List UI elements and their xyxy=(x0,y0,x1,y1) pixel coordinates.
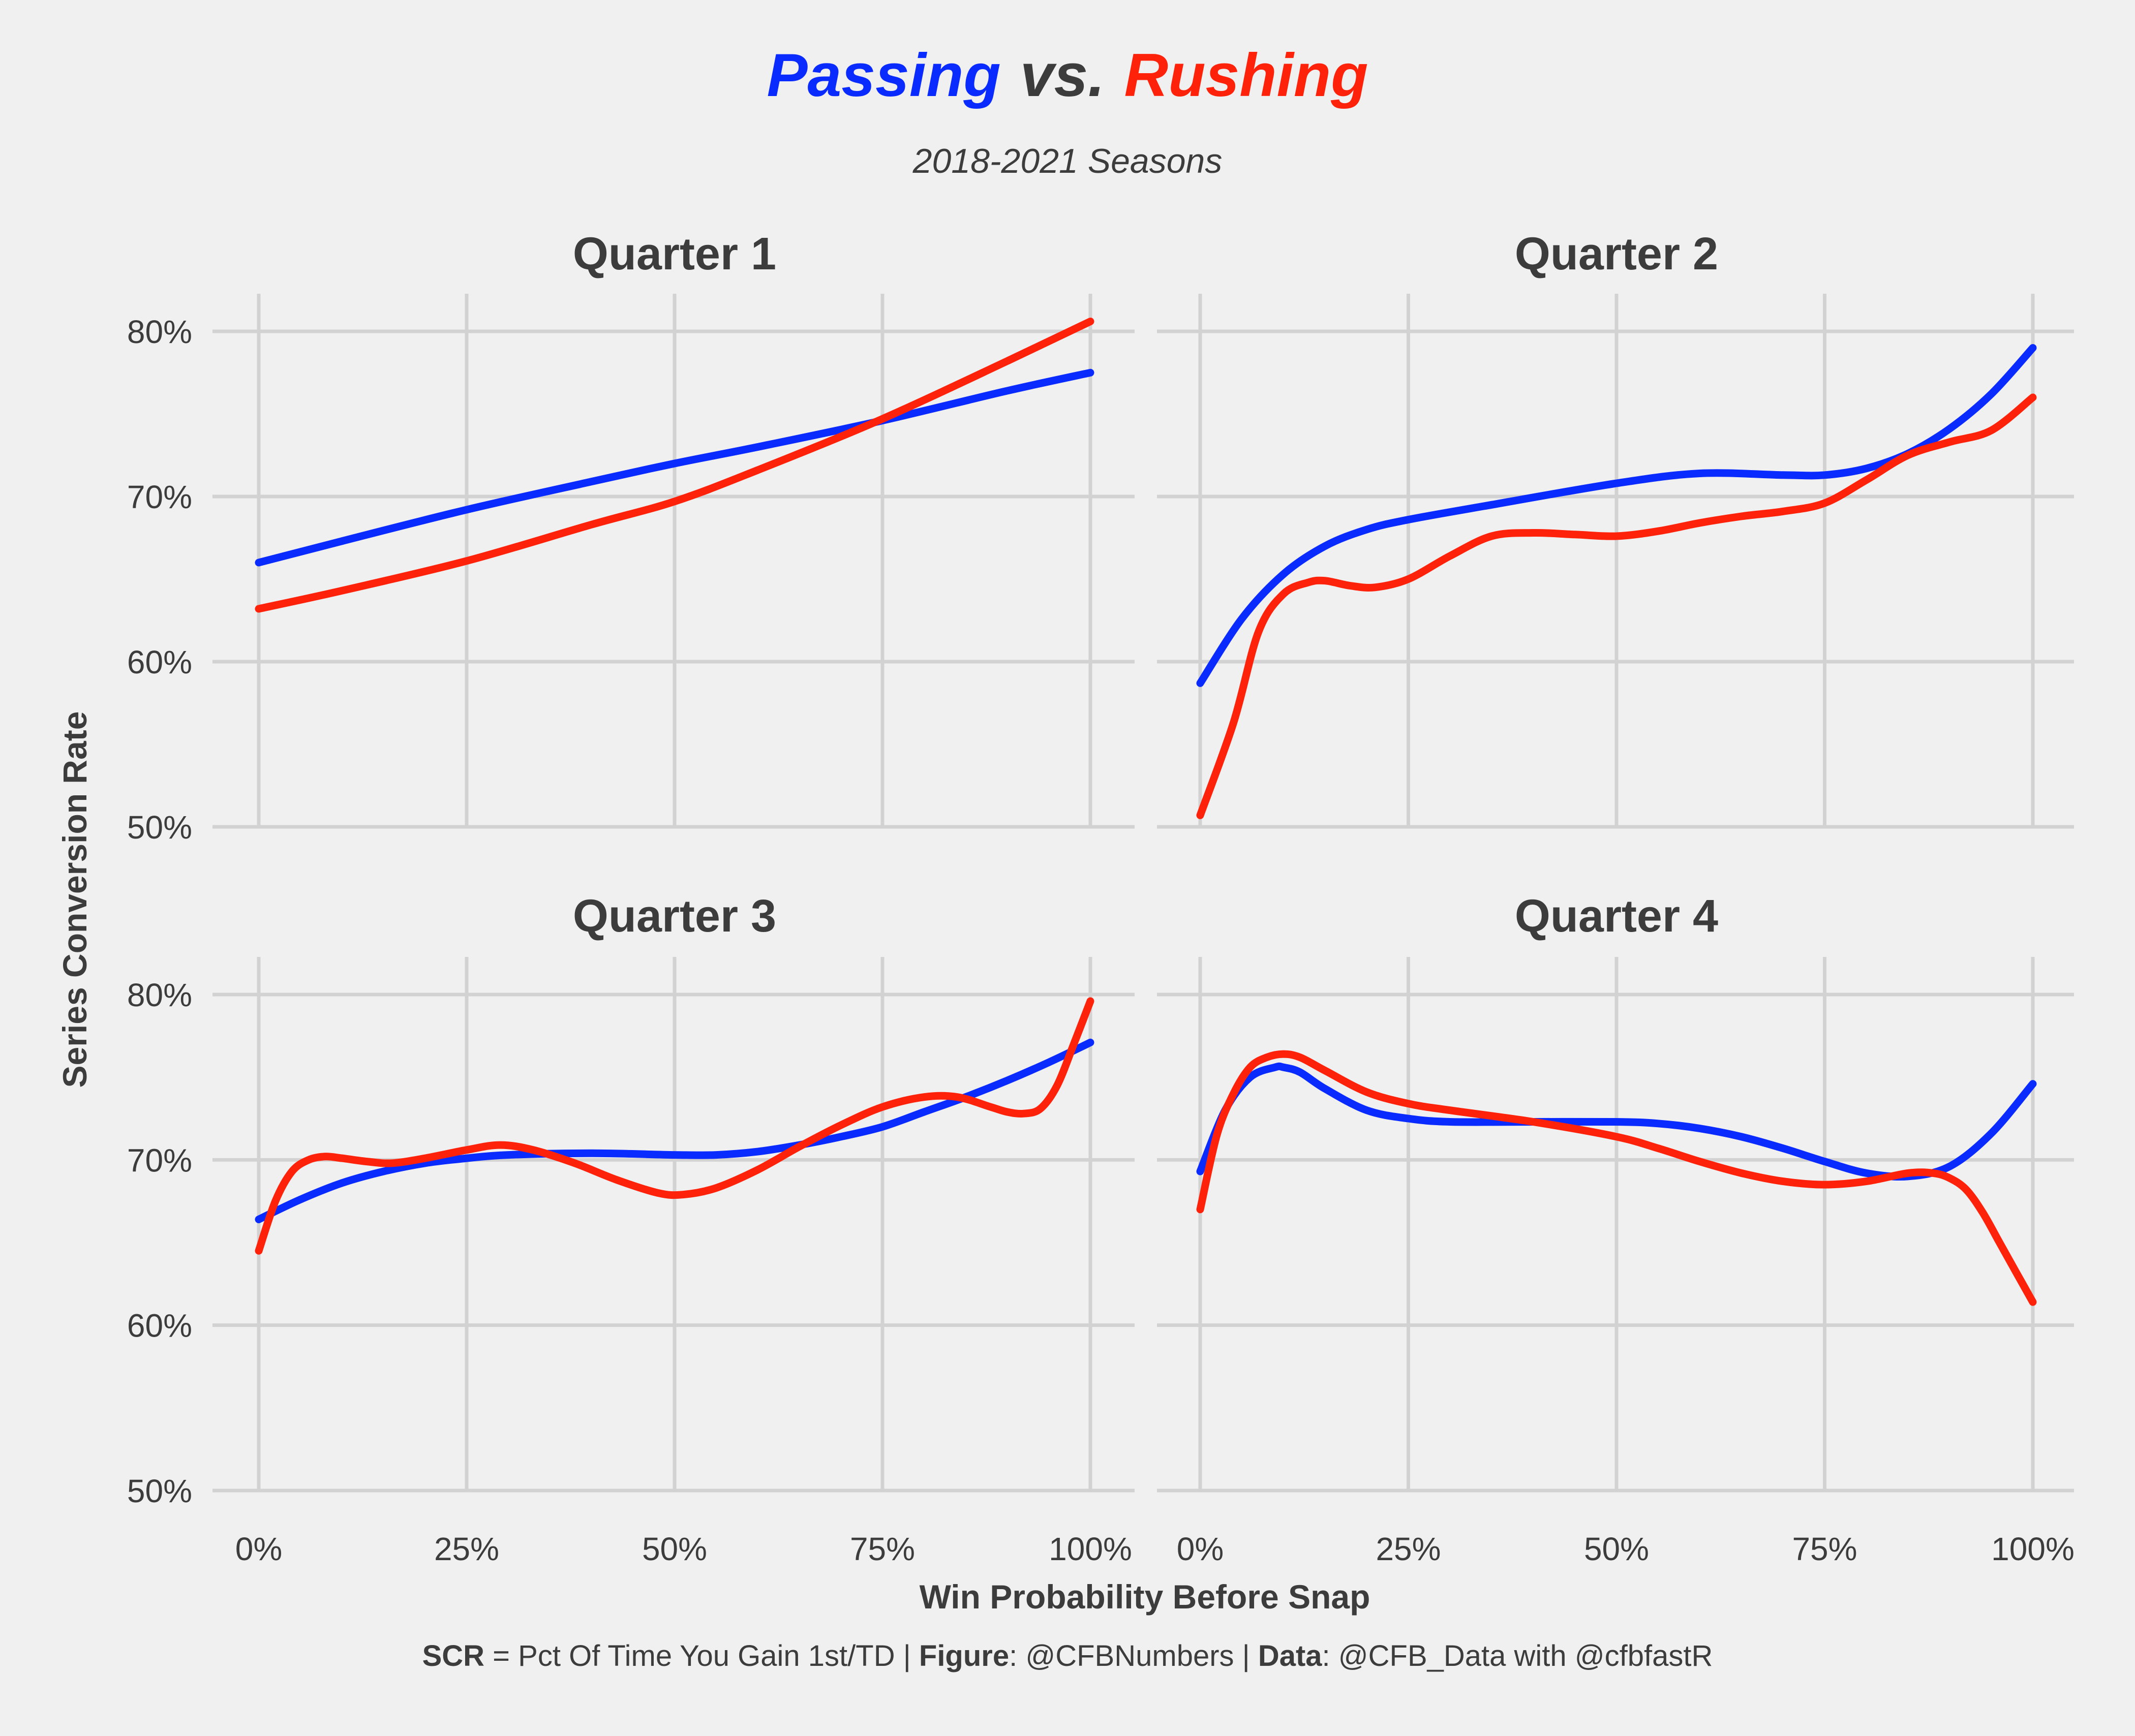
y-tick-label: 50% xyxy=(127,809,192,846)
chart-subtitle: 2018-2021 Seasons xyxy=(912,142,1223,180)
series-line-rushing-q3 xyxy=(255,997,1094,1255)
x-tick-label: 100% xyxy=(1049,1531,1132,1567)
x-axis-title: Win Probability Before Snap xyxy=(920,1578,1370,1616)
series-line-rushing-q2 xyxy=(1196,393,2037,819)
y-tick-label: 80% xyxy=(127,314,192,350)
caption-scr: SCR xyxy=(422,1639,485,1672)
x-tick-label: 50% xyxy=(642,1531,707,1567)
facet-title: Quarter 3 xyxy=(573,891,776,942)
title-passing: Passing xyxy=(767,41,1001,109)
series-line-passing-q1 xyxy=(255,368,1094,567)
chart-caption: SCR = Pct Of Time You Gain 1st/TD | Figu… xyxy=(0,1639,2135,1673)
x-tick-label: 50% xyxy=(1584,1531,1649,1567)
x-tick-label: 75% xyxy=(850,1531,915,1567)
caption-data: Data xyxy=(1258,1639,1322,1672)
x-tick-label: 25% xyxy=(434,1531,499,1567)
x-tick-label: 0% xyxy=(235,1531,283,1567)
y-tick-label: 70% xyxy=(127,1142,192,1179)
facet-title: Quarter 4 xyxy=(1515,891,1718,942)
title-rushing: Rushing xyxy=(1124,41,1368,109)
title-vs: vs. xyxy=(1020,41,1105,109)
caption-figure-text: : @CFBNumbers | xyxy=(1009,1639,1258,1672)
series-line-passing-q2 xyxy=(1196,344,2037,687)
series-line-rushing-q4 xyxy=(1196,1050,2037,1306)
y-tick-label: 50% xyxy=(127,1473,192,1509)
y-tick-label: 60% xyxy=(127,644,192,680)
y-tick-label: 80% xyxy=(127,977,192,1013)
x-tick-label: 25% xyxy=(1376,1531,1441,1567)
caption-scr-text: = Pct Of Time You Gain 1st/TD | xyxy=(484,1639,919,1672)
x-tick-label: 0% xyxy=(1177,1531,1224,1567)
y-tick-label: 70% xyxy=(127,479,192,515)
chart-title: Passing vs. Rushing xyxy=(0,45,2135,106)
series-line-rushing-q1 xyxy=(255,318,1094,613)
x-tick-label: 100% xyxy=(1991,1531,2075,1567)
facet-title: Quarter 1 xyxy=(573,229,776,280)
caption-figure: Figure xyxy=(919,1639,1010,1672)
x-tick-label: 75% xyxy=(1792,1531,1857,1567)
caption-data-text: : @CFB_Data with @cfbfastR xyxy=(1322,1639,1713,1672)
y-tick-label: 60% xyxy=(127,1308,192,1344)
facet-title: Quarter 2 xyxy=(1515,229,1718,280)
y-axis-title: Series Conversion Rate xyxy=(56,711,94,1088)
